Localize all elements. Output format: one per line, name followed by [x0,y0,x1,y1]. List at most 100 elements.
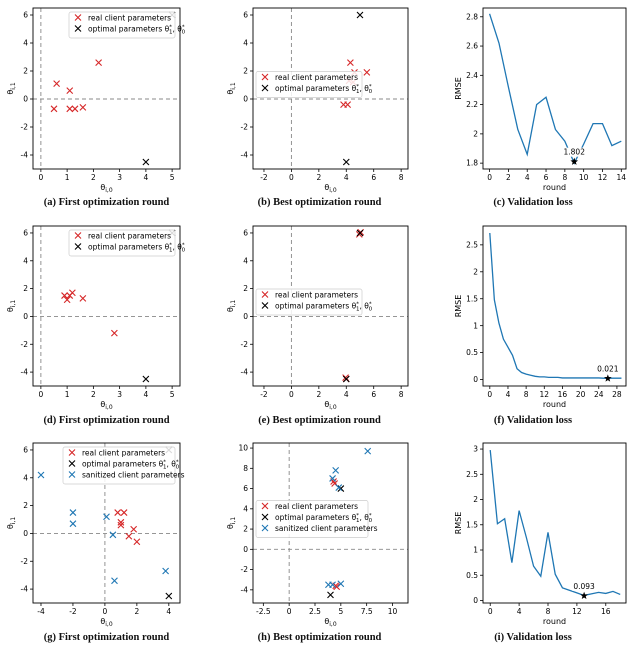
sanitized-point [69,520,77,528]
x-axis-label: θi,0 [100,183,112,194]
y-tick-label: 8 [243,464,248,473]
x-tick-label: 0 [287,607,292,616]
y-tick-label: 2.4 [466,71,478,80]
legend-marker [74,14,82,21]
y-tick-label: 2.5 [466,470,478,479]
legend: real client parameters optimal parameters… [62,446,185,485]
y-tick-label: -4 [241,585,249,594]
x-axis-label: θi,0 [324,400,336,411]
y-tick-label: -2 [241,565,249,574]
plot-frame [32,225,181,387]
legend: real client parameters optimal parameters… [68,11,186,39]
real-point [63,296,71,304]
chart-d: 0 1 2 3 4 5 -4 -2 0 2 4 6 real client parameters opti… [6,225,186,411]
best-marker [570,157,579,165]
x-tick-label: 4 [344,390,349,399]
legend-box [68,11,176,39]
legend-marker [261,302,269,309]
y-tick-label: 1 [473,546,478,555]
legend-entry: real client parameters [275,73,358,82]
real-point [71,105,79,113]
real-point [66,105,74,113]
x-tick-label: 0 [487,390,492,399]
x-tick-label: 1 [65,173,70,182]
real-point [79,294,87,302]
optimal-point [342,375,350,383]
x-tick-label: 4 [166,607,171,616]
y-axis-label: RMSE [454,77,463,100]
legend-entry: real client parameters [275,291,358,300]
y-tick-label: -2 [21,123,29,132]
x-tick-label: 3 [117,390,122,399]
y-tick-label: 1.5 [466,294,478,303]
legend-marker [74,232,82,239]
legend-marker [261,502,269,510]
x-tick-label: 0 [103,607,108,616]
rmse-line [489,450,621,597]
legend-box [255,71,363,98]
y-tick-label: 2 [473,495,478,504]
legend-entry: optimal parameters θ* 1, θ* 0 [88,243,186,254]
x-tick-label: 2 [316,173,321,182]
x-tick-label: 1 [65,390,70,399]
optimal-point [142,375,150,383]
x-tick-label: 8 [399,390,404,399]
optimal-point [337,485,345,492]
plot-frame [252,7,409,170]
y-tick-label: 0 [243,312,248,321]
plot-frame [252,225,409,387]
y-tick-label: 1.8 [466,159,478,168]
caption-d: (d) First optimization round [43,415,170,426]
legend-entry: optimal parameters θ* 1, θ* 0 [88,25,186,36]
real-point [79,104,87,111]
x-axis-label: round [543,617,566,626]
best-marker [580,591,588,600]
real-point [347,59,354,66]
x-tick-label: 4 [525,173,530,182]
rmse-line [488,13,622,165]
x-axis-label: round [543,183,566,192]
chart-f: 0 4 8 12 16 20 24 28 0 0.5 1 1.5 2 2.5 0.021 round RMSE [454,225,627,409]
sanitized-point [364,447,372,455]
x-tick-label: -2 [69,607,77,616]
best-label-bg [562,147,587,157]
x-tick-label: 24 [594,390,604,399]
x-tick-label: 0 [289,173,294,182]
x-tick-label: 5 [170,390,175,399]
y-tick-label: 2 [23,501,28,510]
x-tick-label: 4 [517,607,522,616]
chart-b: -2 0 2 4 6 8 -4 -2 0 2 4 6 real client parameters opt… [226,7,409,194]
legend-box [255,288,363,316]
rmse-line [489,232,622,380]
x-tick-label: -2 [260,390,268,399]
y-tick-label: 0 [23,95,28,104]
chart-e: -2 0 2 4 6 8 -4 -2 0 2 4 6 real client parameters opt… [226,225,409,411]
sanitized-point [162,567,170,575]
legend-marker [261,524,269,532]
x-axis-label: θi,0 [100,400,112,411]
y-tick-label: 4 [23,256,28,265]
plot-frame [482,7,627,170]
caption-c: (c) Validation loss [493,197,573,208]
plot-frame [32,442,181,604]
x-axis-label: round [543,400,566,409]
x-tick-label: 16 [601,607,611,616]
real-point [95,59,103,66]
x-tick-label: 4 [143,173,148,182]
x-tick-label: 3 [117,173,122,182]
optimal-point [142,158,150,166]
legend-entry: sanitized client parameters [275,524,378,533]
chart-a: 0 1 2 3 4 5 -4 -2 0 2 4 6 real client parameters opti… [6,7,186,194]
x-tick-label: 16 [558,390,568,399]
y-tick-label: 0 [243,95,248,104]
x-tick-label: 10 [579,173,589,182]
y-tick-label: 0 [243,545,248,554]
y-tick-label: 2 [243,284,248,293]
y-tick-label: 2 [243,525,248,534]
x-tick-label: 5 [338,607,343,616]
x-tick-label: 4 [344,173,349,182]
plot-frame [32,7,181,170]
y-tick-label: 1 [473,321,478,330]
legend: real client parameters optimal parameters… [255,500,378,538]
sanitized-point [337,580,345,588]
